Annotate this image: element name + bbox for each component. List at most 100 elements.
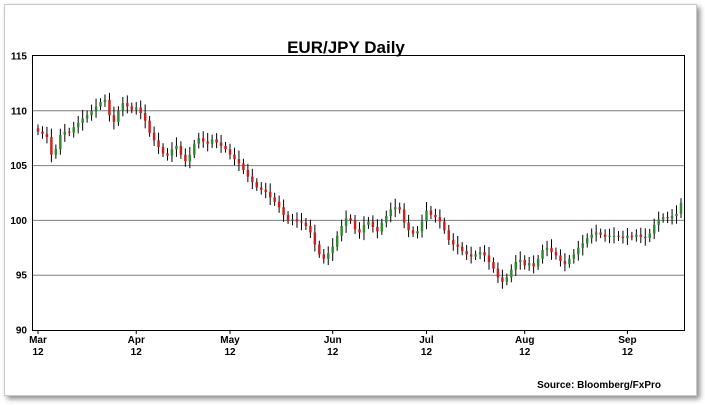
candle-body-down bbox=[447, 230, 451, 241]
candle bbox=[99, 98, 102, 110]
candle bbox=[94, 98, 98, 118]
candle-body-down bbox=[492, 262, 495, 269]
candle bbox=[335, 231, 339, 251]
candle bbox=[340, 219, 343, 242]
candle-body-up bbox=[81, 118, 84, 123]
candle-body-down bbox=[36, 128, 40, 132]
y-axis-ticks: 90 95 100 105 110 115 bbox=[10, 52, 27, 337]
candle-body-up bbox=[519, 259, 522, 263]
candle bbox=[599, 228, 602, 239]
candle-body-down bbox=[148, 120, 151, 133]
candle-body-up bbox=[188, 154, 192, 162]
candle bbox=[68, 127, 71, 137]
candle bbox=[148, 116, 151, 137]
x-tick-month: Mar bbox=[29, 335, 47, 346]
candle bbox=[81, 109, 84, 131]
candle-body-down bbox=[68, 131, 71, 133]
candle-body-down bbox=[452, 240, 455, 245]
candle bbox=[193, 139, 196, 159]
candle-body-up bbox=[545, 247, 549, 250]
x-tick-day: 12 bbox=[131, 347, 143, 358]
candle bbox=[407, 214, 410, 238]
candle bbox=[157, 132, 160, 154]
candle-body-down bbox=[260, 187, 263, 190]
candle bbox=[130, 102, 133, 114]
candle-body-up bbox=[362, 224, 366, 233]
candle-body-up bbox=[367, 221, 370, 225]
candle bbox=[322, 248, 326, 264]
candle bbox=[385, 210, 388, 228]
candle bbox=[577, 240, 580, 261]
candle-body-down bbox=[268, 191, 272, 198]
candle bbox=[291, 213, 294, 226]
candle-body-down bbox=[237, 159, 241, 164]
candle bbox=[331, 238, 334, 261]
candle bbox=[309, 219, 312, 239]
candle bbox=[224, 142, 227, 153]
candle-body-down bbox=[233, 154, 236, 160]
candle bbox=[50, 128, 53, 163]
candle bbox=[559, 249, 562, 267]
candle bbox=[188, 146, 192, 169]
candle bbox=[429, 205, 433, 220]
candle bbox=[161, 143, 165, 157]
candle-body-up bbox=[590, 234, 593, 238]
candle-body-up bbox=[425, 210, 428, 222]
candle bbox=[568, 254, 571, 268]
candle-body-down bbox=[228, 149, 232, 155]
candle bbox=[590, 228, 593, 244]
candle bbox=[313, 224, 317, 252]
candle-body-up bbox=[510, 269, 513, 278]
candle-body-up bbox=[393, 207, 397, 210]
candle-body-down bbox=[50, 137, 53, 155]
candle bbox=[206, 132, 209, 152]
candle-body-down bbox=[465, 251, 468, 255]
candle bbox=[277, 195, 281, 213]
candle-body-up bbox=[572, 254, 576, 259]
candle bbox=[523, 255, 526, 270]
candle-body-down bbox=[304, 222, 308, 226]
candle-body-up bbox=[541, 249, 544, 259]
candle bbox=[349, 214, 352, 224]
candle-body-down bbox=[282, 207, 285, 215]
candle-body-down bbox=[139, 107, 142, 113]
candle-body-down bbox=[300, 221, 303, 223]
candle-body-down bbox=[264, 189, 267, 192]
candle bbox=[63, 123, 67, 142]
candle-body-up bbox=[54, 149, 58, 155]
candle-body-down bbox=[434, 214, 437, 218]
candle-body-up bbox=[344, 218, 348, 226]
candle-body-up bbox=[679, 202, 683, 214]
candle bbox=[438, 209, 442, 229]
candle-body-down bbox=[563, 260, 567, 265]
candle bbox=[550, 239, 553, 260]
candle bbox=[184, 148, 187, 167]
candle-body-down bbox=[273, 197, 276, 202]
candle-body-down bbox=[523, 259, 526, 266]
candle bbox=[487, 246, 491, 270]
candle-body-down bbox=[219, 142, 223, 146]
candle bbox=[273, 192, 276, 206]
candle bbox=[121, 96, 125, 117]
candle-body-up bbox=[193, 143, 196, 155]
candle-body-down bbox=[224, 145, 227, 150]
candle-body-up bbox=[536, 258, 540, 267]
candle-body-down bbox=[112, 115, 116, 122]
candle-body-down bbox=[184, 154, 187, 162]
candle bbox=[201, 131, 205, 148]
candle-body-down bbox=[295, 219, 299, 222]
candle bbox=[112, 106, 116, 130]
candle-body-down bbox=[443, 221, 446, 231]
candle bbox=[215, 133, 218, 149]
candle-body-down bbox=[666, 217, 669, 219]
candle-body-down bbox=[45, 133, 49, 138]
y-tick-label: 115 bbox=[11, 52, 28, 63]
candle-body-up bbox=[657, 219, 660, 225]
candle bbox=[344, 210, 348, 233]
candle bbox=[139, 100, 142, 120]
candle-body-down bbox=[41, 131, 44, 134]
candle bbox=[648, 228, 651, 243]
candle-body-up bbox=[121, 103, 125, 111]
candle-body-down bbox=[108, 99, 111, 116]
